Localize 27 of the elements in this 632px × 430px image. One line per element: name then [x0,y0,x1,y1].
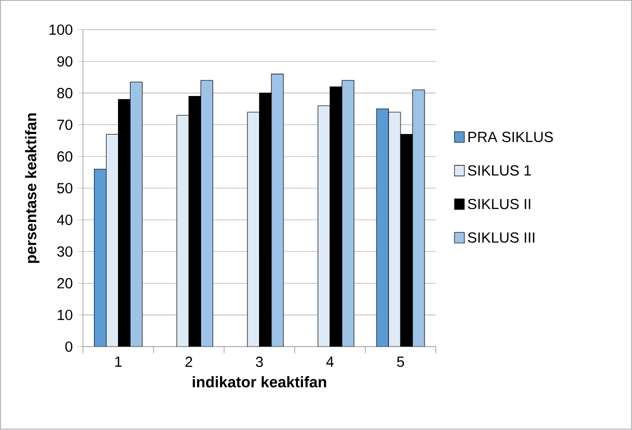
y-tick-label: 40 [56,214,72,226]
legend-label: SIKLUS II [468,199,530,210]
legend-label: SIKLUS 1 [468,165,531,176]
y-tick-label: 100 [50,24,72,36]
y-tick-label: 80 [57,88,72,98]
y-tick-label: 30 [57,246,72,257]
y-tick-label: 90 [57,56,72,67]
y-tick-label: 20 [57,278,72,289]
y-axis-title: persentase keaktifan [25,114,40,264]
bar [247,112,260,347]
bar [176,115,190,347]
legend-label: SIKLUS III [468,232,534,243]
x-tick-label: 4 [326,356,334,367]
y-tick-label: 0 [65,342,72,352]
x-tick-label: 1 [115,356,122,367]
y-tick-label: 10 [58,310,72,320]
x-axis-title: indikator keaktifan [192,376,326,388]
y-tick-label: 50 [57,183,72,194]
x-tick-label: 3 [256,356,263,368]
y-tick-label: 70 [57,120,72,130]
bar [318,106,330,347]
x-tick-label: 5 [397,356,404,368]
y-tick-label: 60 [57,151,72,162]
legend-label: PRA SIKLUS [468,132,553,142]
bar [388,112,401,347]
bar [106,134,119,347]
x-tick-label: 2 [185,356,192,368]
